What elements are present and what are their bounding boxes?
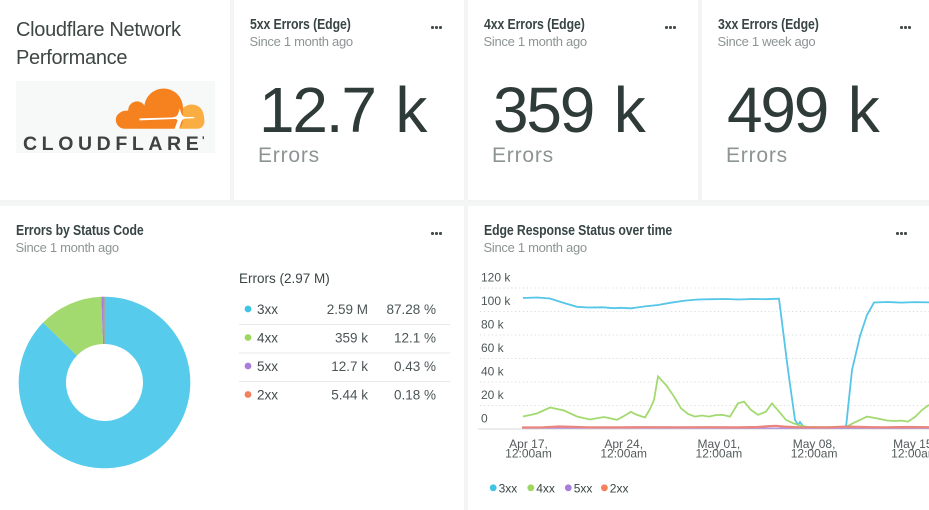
svg-text:120 k: 120 k (481, 271, 511, 285)
svg-text:0.43 %: 0.43 % (394, 359, 436, 374)
svg-text:12:00am: 12:00am (696, 447, 743, 461)
svg-text:12.7 k: 12.7 k (331, 359, 368, 374)
svg-text:12.1 %: 12.1 % (394, 331, 436, 346)
svg-text:2xx: 2xx (610, 481, 629, 495)
svg-text:3xx: 3xx (257, 302, 278, 317)
svg-text:100 k: 100 k (481, 294, 511, 308)
svg-text:May 15,: May 15, (893, 437, 929, 451)
svg-text:5xx: 5xx (257, 359, 278, 374)
svg-text:40 k: 40 k (481, 365, 505, 379)
svg-text:Apr 17,: Apr 17, (509, 437, 548, 451)
svg-text:4xx: 4xx (257, 331, 278, 346)
svg-text:2xx: 2xx (257, 388, 278, 403)
svg-text:12:00am: 12:00am (791, 447, 838, 461)
svg-text:Errors (2.97 M): Errors (2.97 M) (239, 271, 330, 286)
svg-text:2.59 M: 2.59 M (327, 302, 368, 317)
svg-text:60 k: 60 k (481, 341, 505, 355)
svg-text:May 01,: May 01, (698, 437, 741, 451)
svg-text:80 k: 80 k (481, 318, 505, 332)
svg-text:12:00am: 12:00am (600, 447, 647, 461)
svg-text:5.44 k: 5.44 k (331, 388, 368, 403)
svg-text:12:00am: 12:00am (891, 447, 929, 461)
svg-text:4xx: 4xx (536, 481, 555, 495)
svg-text:5xx: 5xx (574, 481, 593, 495)
svg-text:20 k: 20 k (481, 388, 505, 402)
svg-text:CLOUDFLARE: CLOUDFLARE (23, 133, 203, 153)
svg-text:3xx: 3xx (499, 481, 518, 495)
svg-text:359 k: 359 k (335, 331, 368, 346)
svg-text:0.18 %: 0.18 % (394, 388, 436, 403)
svg-text:May 08,: May 08, (793, 437, 836, 451)
svg-text:Apr 24,: Apr 24, (604, 437, 643, 451)
svg-text:0: 0 (481, 412, 488, 426)
svg-text:87.28 %: 87.28 % (386, 302, 436, 317)
svg-text:12:00am: 12:00am (505, 447, 552, 461)
